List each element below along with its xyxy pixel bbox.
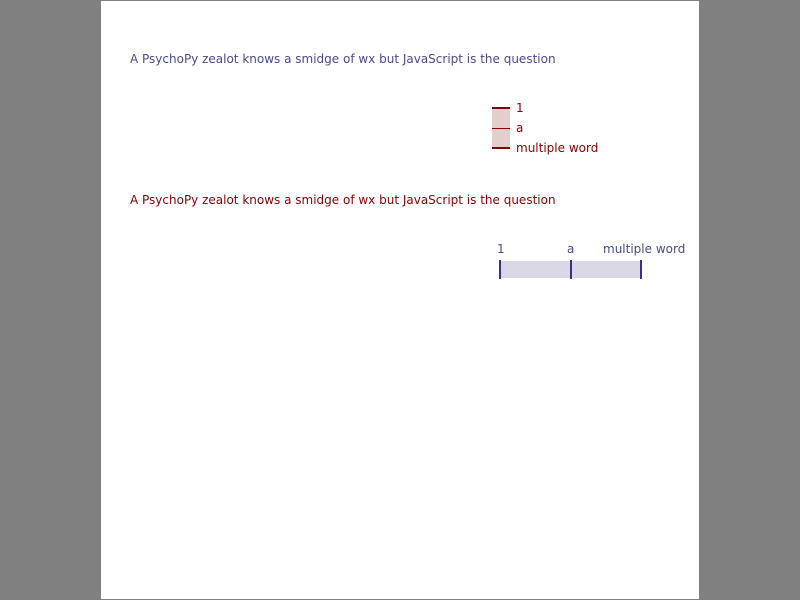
horizontal-slider-tick-left: [499, 260, 501, 279]
question-text-2: A PsychoPy zealot knows a smidge of wx b…: [130, 193, 556, 207]
experiment-window: A PsychoPy zealot knows a smidge of wx b…: [101, 1, 699, 599]
horizontal-slider-label: multiple word: [603, 242, 686, 256]
horizontal-rating-slider[interactable]: 1 a multiple word: [491, 241, 699, 281]
vertical-slider-tick-bottom: [492, 147, 510, 149]
vertical-slider-label: 1: [516, 101, 524, 115]
vertical-slider-tick-top: [492, 107, 510, 109]
vertical-slider-tick-middle: [492, 128, 510, 129]
vertical-slider-label: a: [516, 121, 524, 135]
horizontal-slider-tick-middle: [570, 260, 572, 279]
horizontal-slider-label: 1: [497, 242, 505, 256]
vertical-slider-label: multiple word: [516, 141, 599, 155]
vertical-rating-slider[interactable]: 1 a multiple word: [492, 98, 602, 158]
question-text-1: A PsychoPy zealot knows a smidge of wx b…: [130, 52, 556, 66]
horizontal-slider-label: a: [567, 242, 575, 256]
horizontal-slider-tick-right: [640, 260, 642, 279]
